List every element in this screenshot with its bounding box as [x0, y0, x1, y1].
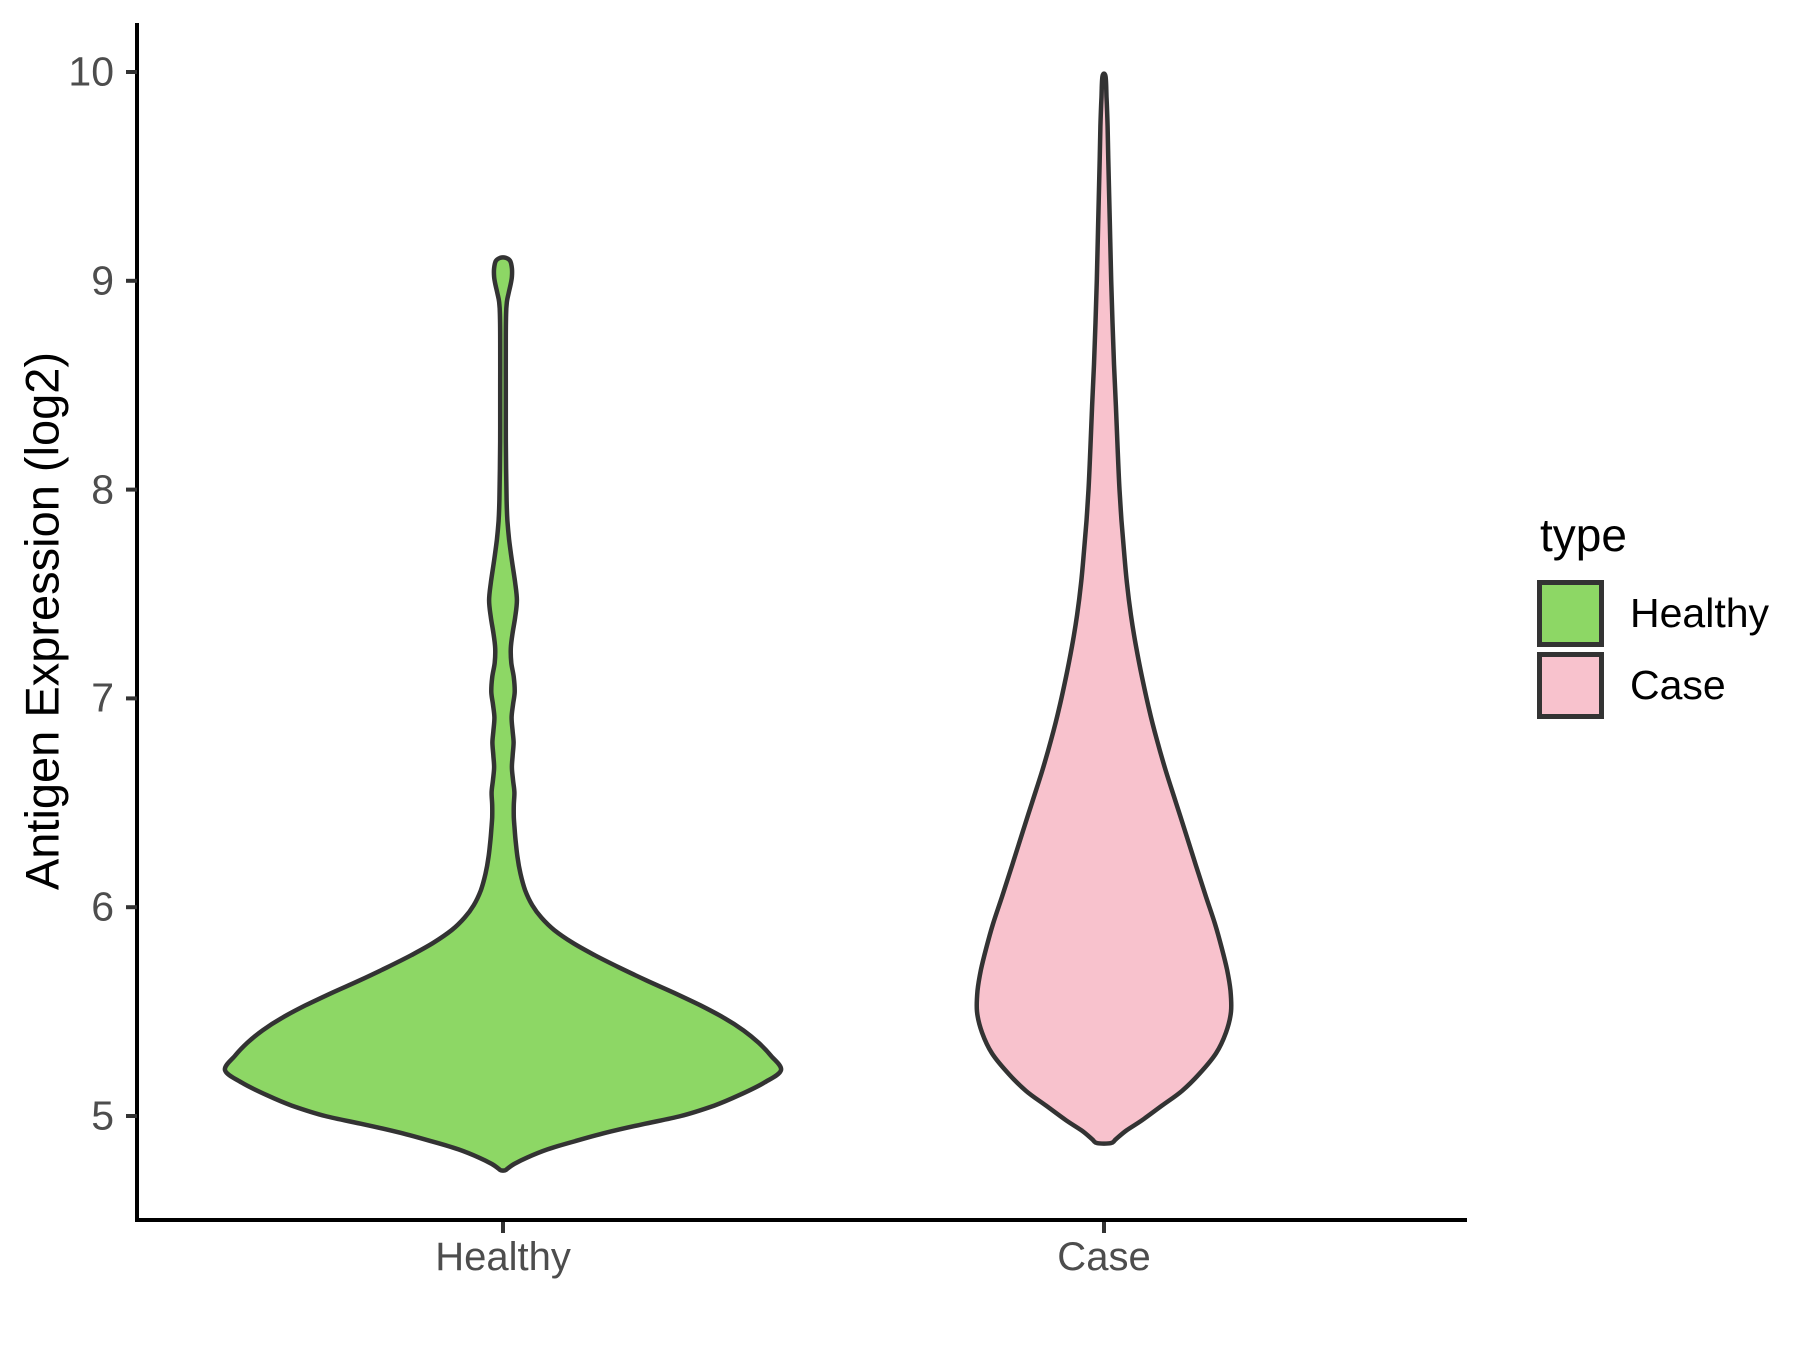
y-axis-title: Antigen Expression (log2) [15, 351, 69, 891]
legend-label-healthy: Healthy [1630, 590, 1770, 636]
legend-key-case-swatch [1537, 652, 1604, 719]
legend: type Healthy Case [1537, 512, 1769, 724]
legend-label-case: Case [1630, 662, 1726, 708]
healthy-violin [222, 255, 784, 1173]
legend-item-case: Case [1537, 652, 1769, 719]
case-violin [974, 71, 1234, 1146]
legend-title: type [1540, 509, 1627, 561]
legend-key-healthy-swatch [1537, 580, 1604, 647]
legend-item-healthy: Healthy [1537, 580, 1769, 647]
